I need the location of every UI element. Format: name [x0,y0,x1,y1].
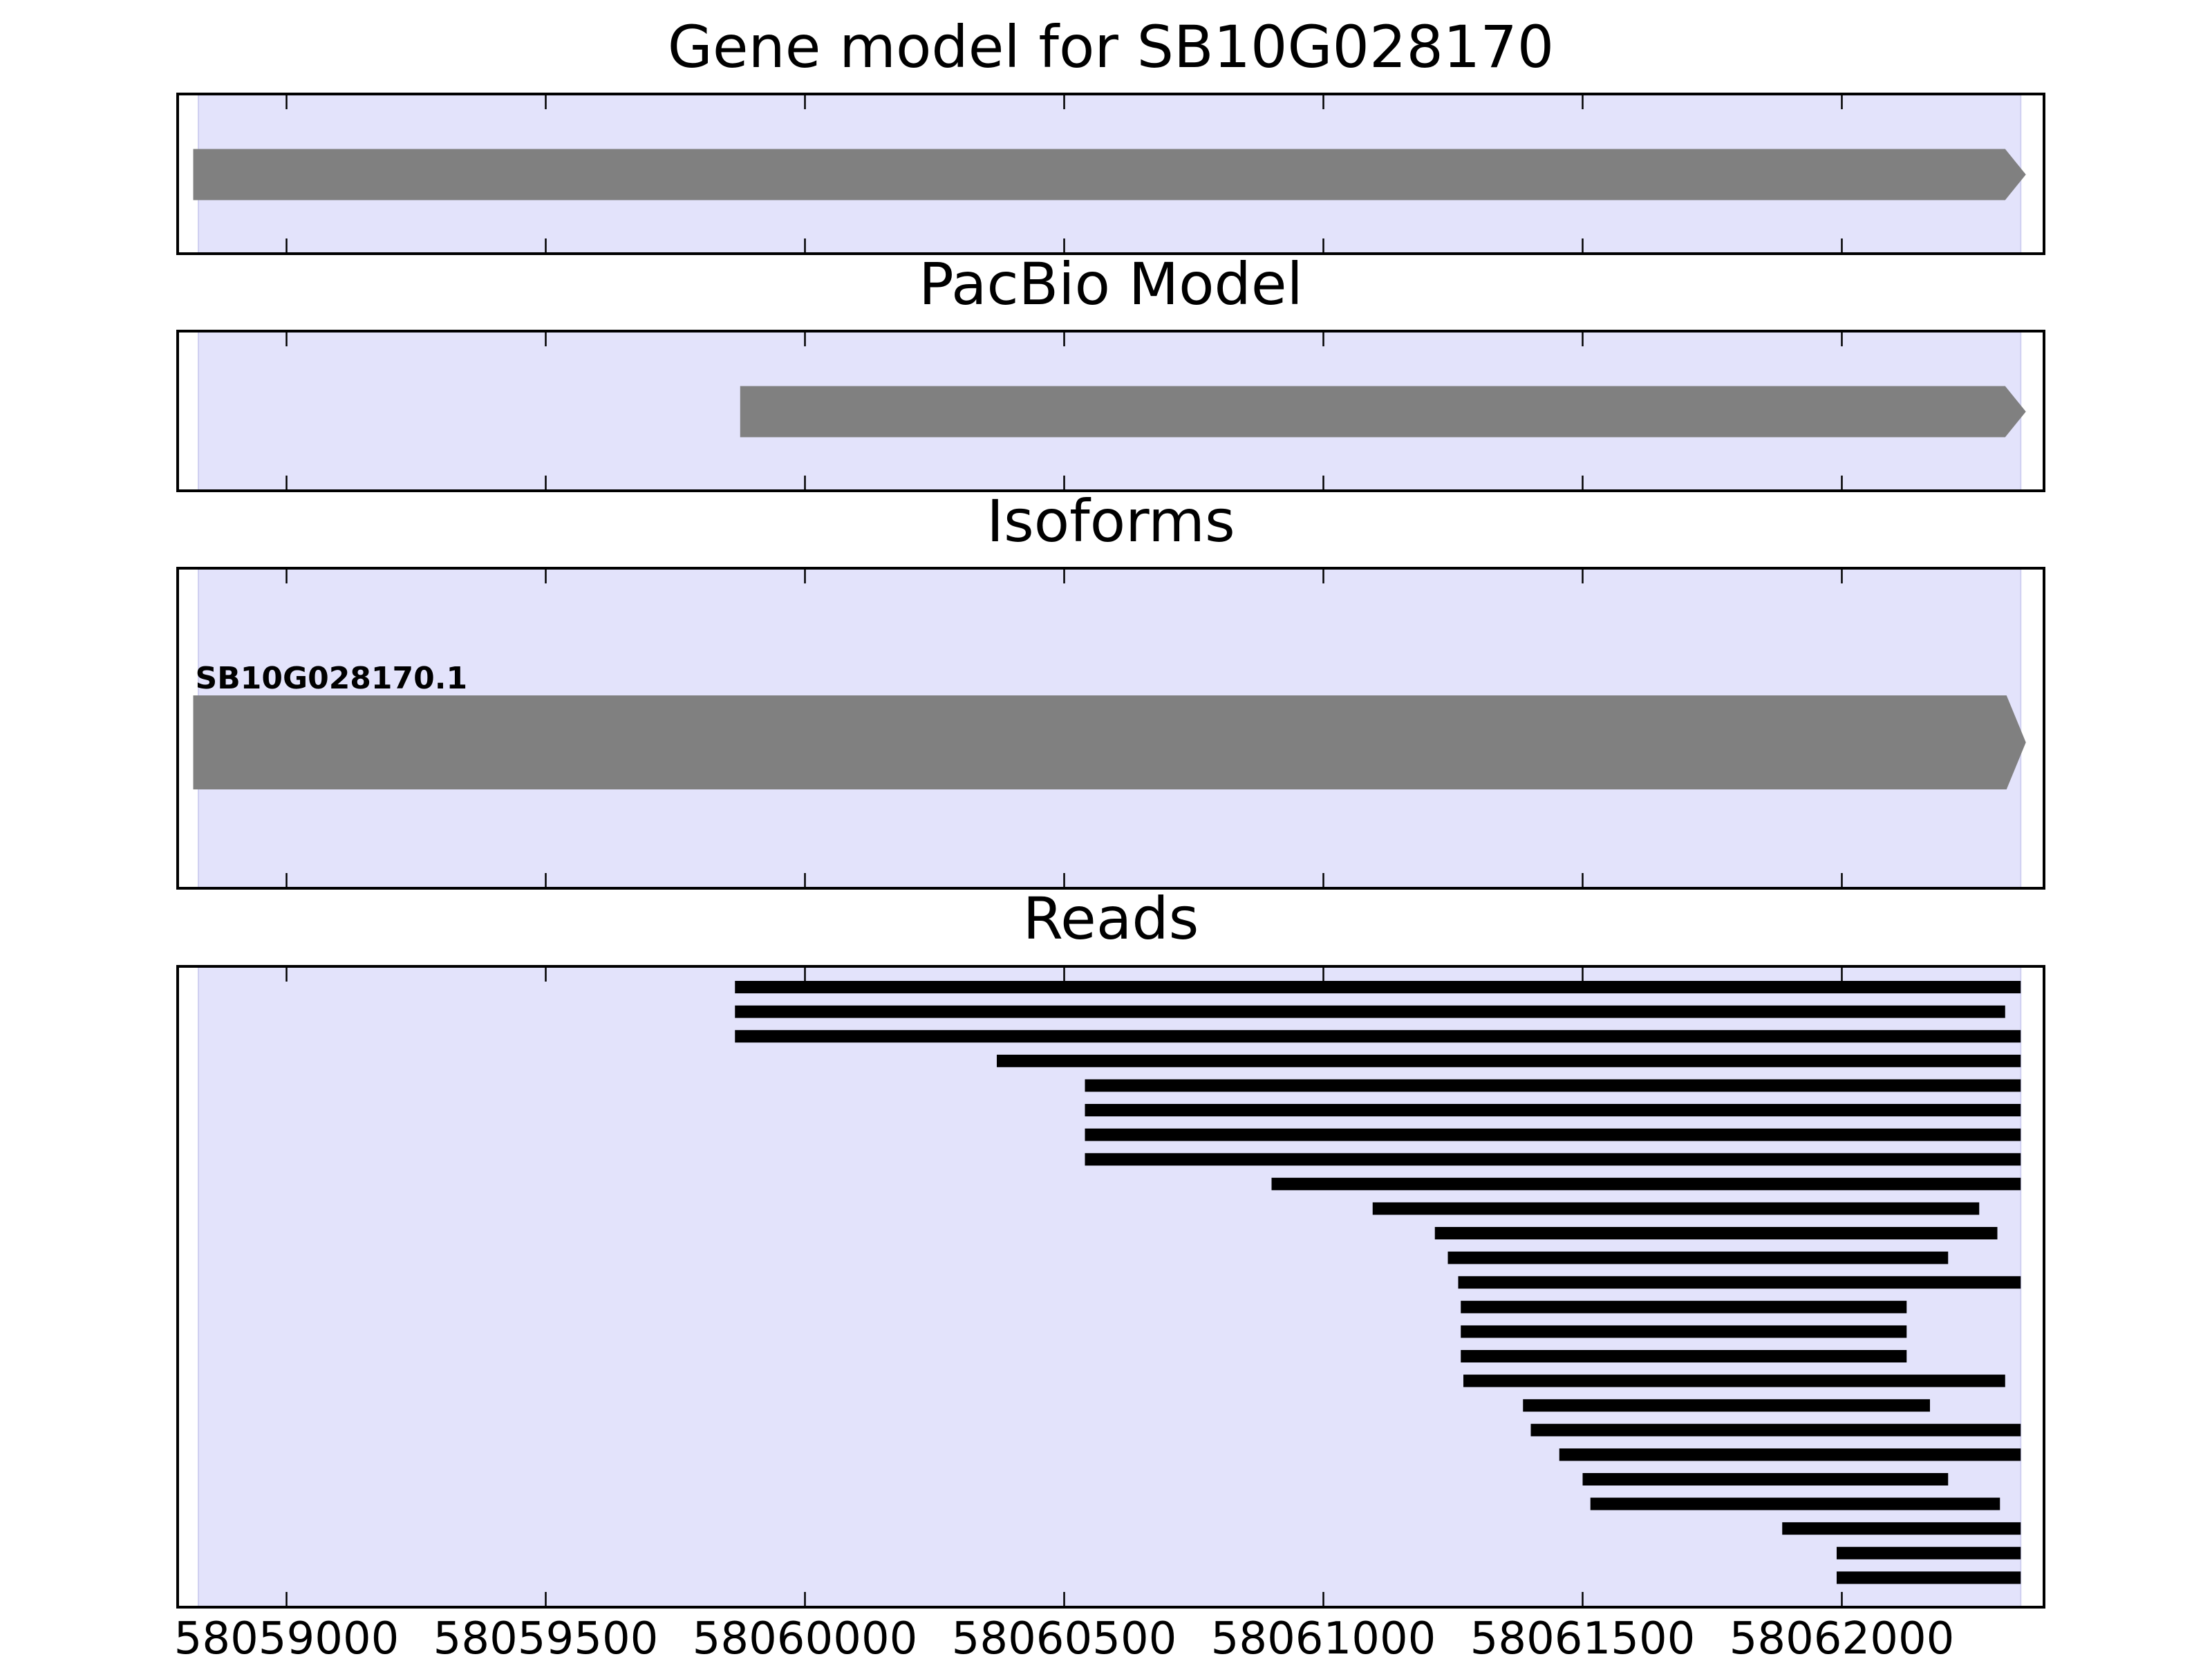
read-bar [1458,1276,2021,1289]
read-bar [1461,1300,1907,1313]
read-bar [1837,1546,2021,1559]
panel-frame [176,93,2045,255]
read-bar [1434,1227,1998,1239]
panel-reads: Reads [176,885,2045,1609]
panel-frame [176,567,2045,890]
feature-arrow [740,386,2026,438]
read-bar [1582,1473,1949,1485]
read-bar [1085,1104,2021,1116]
read-bar [735,1030,2021,1043]
x-tick-label: 58059000 [174,1613,400,1659]
read-bar [1837,1571,2021,1584]
read-bar [1559,1448,2021,1461]
isoform-label: SB10G028170.1 [196,661,468,696]
panel-title: Isoforms [986,487,1235,555]
x-axis-tick-labels: 58059000 58059500 58060000 58060500 58061000… [174,1613,1955,1659]
panel-title: PacBio Model [919,250,1303,318]
read-bar [1590,1497,2000,1510]
read-bar [1530,1423,2021,1436]
feature-arrow [193,149,2026,200]
read-bar [1461,1350,1907,1362]
read-bar [1085,1079,2021,1092]
panel-frame [176,965,2045,1609]
x-tick-label: 58060500 [952,1613,1177,1659]
read-bar [735,981,2021,993]
panel-pacbio-model: PacBio Model [176,250,2045,492]
x-tick-label: 58060000 [693,1613,918,1659]
panel-title: Reads [1023,885,1199,953]
x-tick-label: 58059500 [433,1613,659,1659]
x-tick-label: 58062000 [1730,1613,1955,1659]
read-bar [735,1005,2005,1018]
x-tick-label: 58061500 [1470,1613,1696,1659]
panel-frame [176,330,2045,492]
read-bar [997,1054,2021,1067]
panel-isoforms: Isoforms SB10G028170.1 [176,487,2045,890]
read-bar [1461,1325,1907,1338]
read-bar [1085,1128,2021,1141]
panel-title: Gene model for SB10G028170 [668,13,1554,81]
read-bar [1523,1399,1930,1412]
feature-arrow [193,695,2026,789]
read-bar [1463,1374,2005,1387]
read-bar [1782,1522,2021,1535]
read-bar [1085,1153,2021,1166]
x-tick-label: 58061000 [1211,1613,1436,1659]
read-bar [1447,1251,1949,1264]
panel-gene-model: Gene model for SB10G028170 [176,13,2045,255]
read-bar [1271,1177,2021,1190]
read-bar [1372,1202,1980,1215]
